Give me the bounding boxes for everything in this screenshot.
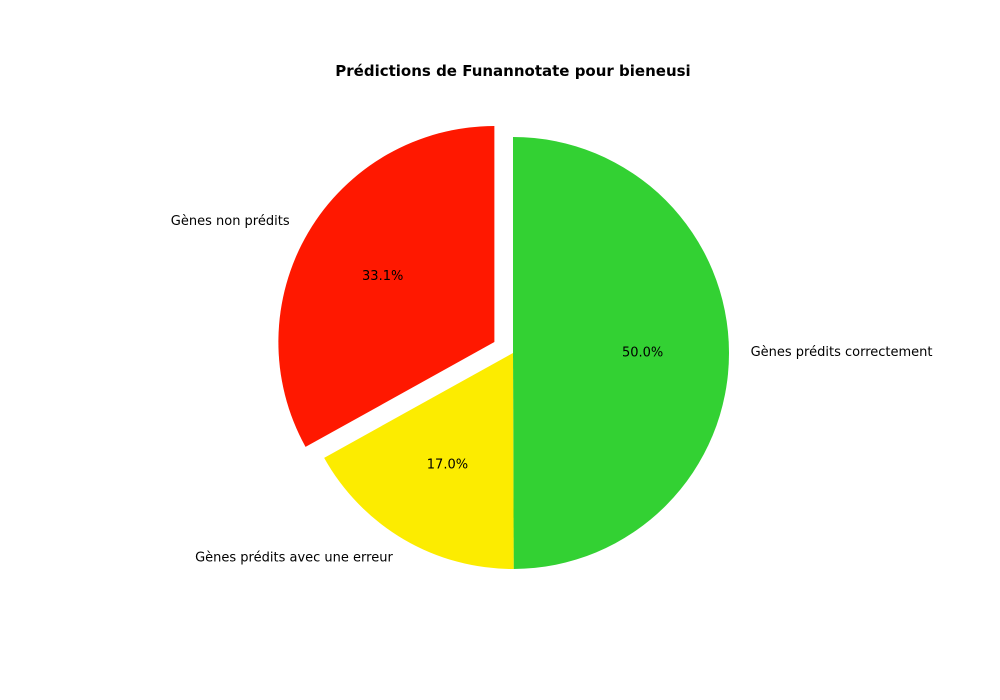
pie-labels: 50.0% Gènes prédits correctement 17.0% Gène… xyxy=(171,214,933,565)
pie-percent-label: 33.1% xyxy=(362,269,403,284)
pie-slice-genes-non-predits xyxy=(278,126,495,447)
pie-slice-genes-predits-avec-une-erreur xyxy=(324,353,514,569)
pie-category-label: Gènes prédits avec une erreur xyxy=(195,550,393,565)
pie-category-label: Gènes prédits correctement xyxy=(751,345,933,360)
pie-slices xyxy=(278,126,730,569)
pie-percent-label: 17.0% xyxy=(427,457,468,472)
pie-category-label: Gènes non prédits xyxy=(171,214,290,229)
pie-slice-genes-predits-correctement xyxy=(513,137,730,569)
pie-percent-label: 50.0% xyxy=(622,345,663,360)
chart-title: Prédictions de Funannotate pour bieneusi xyxy=(335,62,690,80)
